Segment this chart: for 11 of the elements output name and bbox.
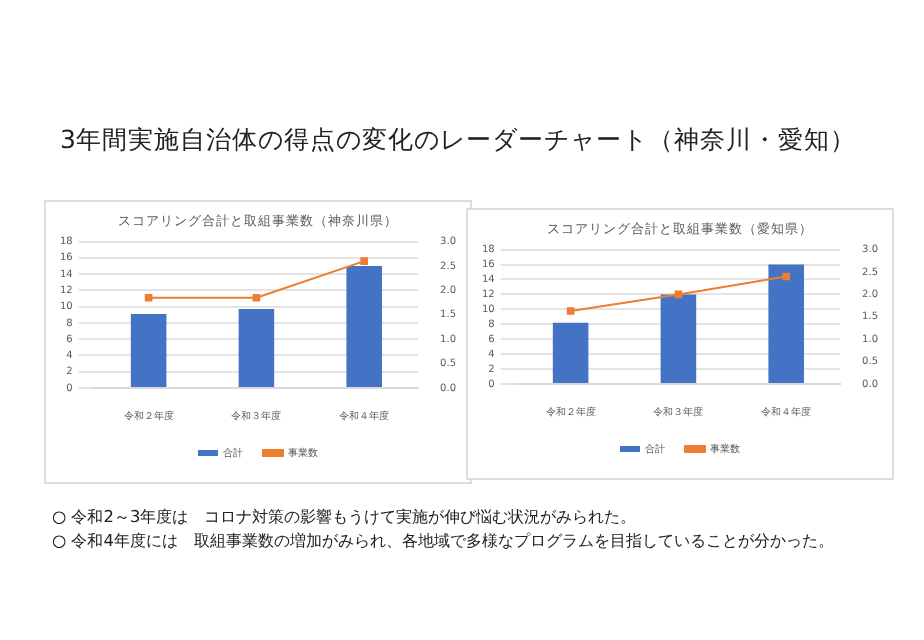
bar (660, 294, 697, 383)
text: ○ 令和4年度には 取組事業数の増加がみられ、各地域で多様なプログラムを目指していることが分かった。 (52, 528, 834, 552)
bar (238, 309, 275, 387)
text: ○ 令和2～3年度は コロナ対策の影響もうけて実施が伸び悩む状況がみられた。 (52, 504, 639, 528)
point (566, 307, 575, 315)
point (782, 272, 791, 281)
bar (768, 264, 804, 383)
bar (346, 266, 382, 387)
bar (130, 313, 167, 387)
bar (552, 322, 589, 383)
text: 3年間実施自治体の得点の変化のレーダーチャート（神奈川・愛知） (60, 124, 856, 158)
